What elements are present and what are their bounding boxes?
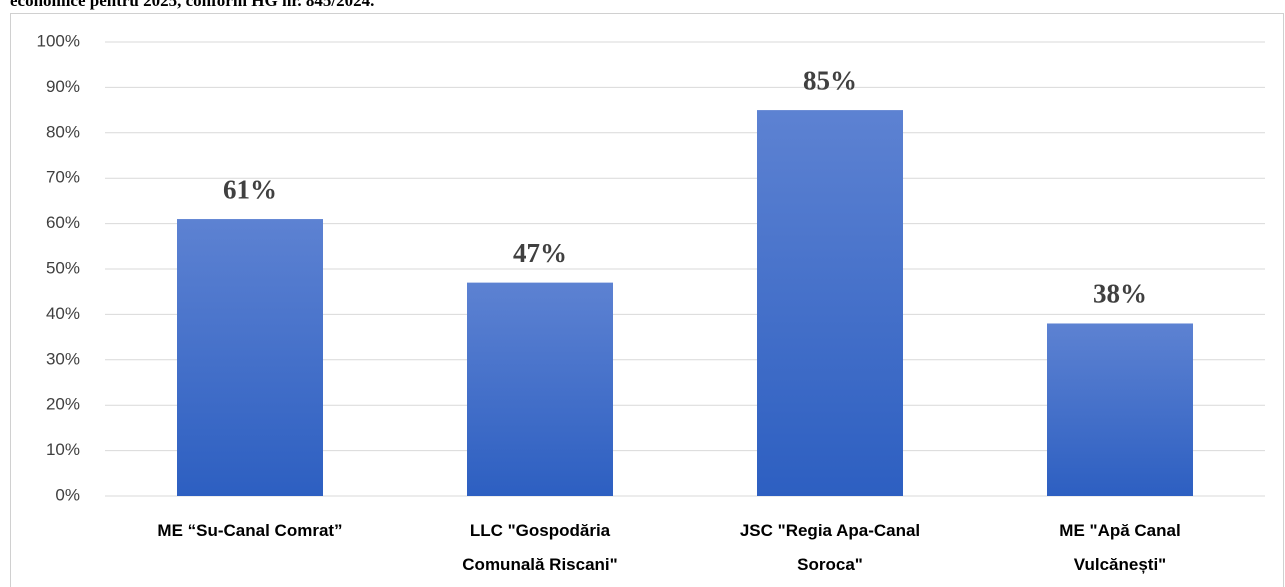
x-tick-label: ME "Apă Canal Vulcănești" xyxy=(1059,521,1181,574)
y-tick-label: 100% xyxy=(37,31,80,50)
y-tick-label: 90% xyxy=(46,77,80,96)
y-tick-label: 40% xyxy=(46,304,80,323)
y-tick-label: 60% xyxy=(46,213,80,232)
y-tick-label: 30% xyxy=(46,349,80,368)
value-label: 85% xyxy=(803,65,857,95)
bar xyxy=(177,219,323,496)
y-tick-label: 80% xyxy=(46,122,80,141)
chart-title: economice pentru 2025, conform HG nr. 84… xyxy=(10,0,374,10)
value-label: 38% xyxy=(1093,279,1147,309)
x-tick-label: ME “Su-Canal Comrat” xyxy=(157,521,343,540)
value-label: 61% xyxy=(223,174,277,204)
y-tick-label: 0% xyxy=(55,485,80,504)
x-tick-label: JSC "Regia Apa-Canal Soroca" xyxy=(739,521,921,574)
bar xyxy=(1047,323,1193,496)
value-label: 47% xyxy=(513,238,567,268)
bar xyxy=(467,282,613,496)
y-tick-label: 50% xyxy=(46,258,80,277)
bar xyxy=(757,110,903,496)
y-tick-label: 20% xyxy=(46,395,80,414)
y-tick-label: 10% xyxy=(46,440,80,459)
x-tick-label: LLC "Gospodăria Comunală Riscani" xyxy=(462,521,618,574)
y-tick-label: 70% xyxy=(46,168,80,187)
